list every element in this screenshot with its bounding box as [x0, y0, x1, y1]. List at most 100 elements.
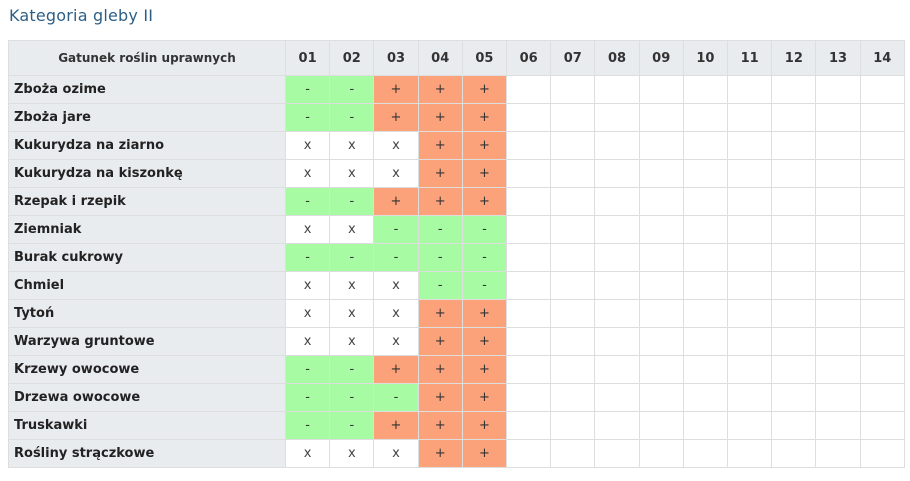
table-cell [771, 103, 817, 132]
table-cell: - [329, 103, 375, 132]
table-cell: x [329, 215, 375, 244]
table-cell [638, 75, 684, 104]
column-header-14: 14 [859, 40, 906, 76]
table-cell [550, 187, 596, 216]
table-cell [550, 327, 596, 356]
table-row: Chmiel x x x - - [8, 271, 906, 300]
table-cell [682, 383, 729, 412]
table-cell: x [373, 271, 419, 300]
table-cell: - [329, 75, 375, 104]
table-cell: x [373, 439, 419, 468]
table-cell [771, 75, 817, 104]
table-cell [638, 299, 684, 328]
table-row: Truskawki - - + + + [8, 411, 906, 440]
column-header-04: 04 [417, 40, 463, 76]
table-cell [506, 103, 552, 132]
table-cell: - [461, 243, 508, 272]
table-row: Rzepak i rzepik - - + + + [8, 187, 906, 216]
table-cell [771, 271, 817, 300]
column-header-13: 13 [815, 40, 861, 76]
table-cell [815, 215, 861, 244]
table-cell [638, 355, 684, 384]
crop-name-cell: Chmiel [8, 271, 286, 300]
table-cell [594, 299, 640, 328]
crop-name-cell: Truskawki [8, 411, 286, 440]
table-cell [594, 271, 640, 300]
table-cell [506, 75, 552, 104]
table-cell: + [417, 75, 463, 104]
table-cell [815, 439, 861, 468]
table-cell [594, 131, 640, 160]
table-cell [815, 327, 861, 356]
table-cell [638, 439, 684, 468]
table-cell [638, 383, 684, 412]
table-cell [727, 439, 773, 468]
table-cell [594, 327, 640, 356]
table-cell [815, 355, 861, 384]
table-cell [859, 159, 906, 188]
table-cell: + [461, 299, 508, 328]
table-cell [594, 383, 640, 412]
table-row: Kukurydza na kiszonkę x x x + + [8, 159, 906, 188]
table-cell: + [417, 103, 463, 132]
crop-name-cell: Zboża jare [8, 103, 286, 132]
table-cell: + [461, 103, 508, 132]
table-cell: - [373, 383, 419, 412]
table-cell [859, 327, 906, 356]
table-cell: - [284, 355, 331, 384]
table-cell [638, 327, 684, 356]
table-cell: x [284, 131, 331, 160]
table-cell [506, 187, 552, 216]
table-cell: x [284, 327, 331, 356]
crop-name-cell: Warzywa gruntowe [8, 327, 286, 356]
table-cell [771, 355, 817, 384]
table-cell: x [373, 159, 419, 188]
table-cell [682, 75, 729, 104]
table-cell: + [461, 75, 508, 104]
table-cell: x [284, 299, 331, 328]
table-cell [771, 187, 817, 216]
table-cell [638, 187, 684, 216]
table-cell: + [417, 299, 463, 328]
table-cell: + [417, 327, 463, 356]
column-header-12: 12 [771, 40, 817, 76]
table-cell [727, 411, 773, 440]
crop-name-cell: Tytoń [8, 299, 286, 328]
table-cell [506, 439, 552, 468]
table-cell [594, 215, 640, 244]
table-cell [682, 131, 729, 160]
column-header-10: 10 [682, 40, 729, 76]
table-cell [727, 215, 773, 244]
table-cell [859, 355, 906, 384]
table-cell: + [417, 355, 463, 384]
table-cell: + [417, 439, 463, 468]
table-cell [815, 243, 861, 272]
table-cell [727, 383, 773, 412]
table-cell [771, 327, 817, 356]
table-cell [594, 103, 640, 132]
crop-name-cell: Kukurydza na ziarno [8, 131, 286, 160]
table-cell [727, 187, 773, 216]
table-cell [550, 411, 596, 440]
table-cell: - [373, 243, 419, 272]
table-cell [550, 243, 596, 272]
table-cell [771, 215, 817, 244]
table-row: Zboża ozime - - + + + [8, 75, 906, 104]
table-cell [859, 103, 906, 132]
table-cell: - [329, 187, 375, 216]
table-cell: + [461, 355, 508, 384]
table-cell: - [417, 271, 463, 300]
table-row: Burak cukrowy - - - - - [8, 243, 906, 272]
column-header-07: 07 [550, 40, 596, 76]
soil-suitability-table: Gatunek roślin uprawnych 01 02 03 04 05 06 07 0… [8, 40, 906, 468]
table-row: Zboża jare - - + + + [8, 103, 906, 132]
table-cell: + [461, 131, 508, 160]
table-cell [727, 271, 773, 300]
table-cell [771, 383, 817, 412]
table-cell: x [329, 271, 375, 300]
table-cell: x [329, 299, 375, 328]
table-cell [727, 327, 773, 356]
column-header-crop: Gatunek roślin uprawnych [8, 40, 286, 76]
table-cell [682, 299, 729, 328]
table-cell [506, 355, 552, 384]
